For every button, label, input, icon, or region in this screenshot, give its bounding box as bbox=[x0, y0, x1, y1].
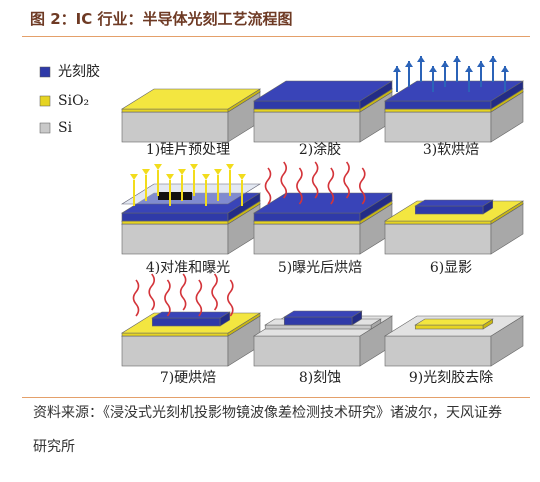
source: 资料来源：《浸没式光刻机投影物镜波像差检测技术研究》诸波尔，天风证券研究所 bbox=[33, 405, 502, 455]
legend-label: Si bbox=[58, 120, 73, 136]
title: 图 2：IC 行业：半导体光刻工艺流程图 bbox=[30, 10, 293, 28]
layer-top bbox=[120, 88, 262, 110]
layer-top bbox=[252, 80, 394, 102]
diagram: 光刻胶 SiO₂ Si 1)硅片预处理 2)涂胶 3)软烘焙 4)对准和曝光 5)曝光后烘焙 6… bbox=[39, 56, 525, 386]
arrow-head bbox=[405, 61, 413, 67]
layer-front bbox=[151, 317, 221, 327]
step-label: 7)硬烘焙 bbox=[160, 370, 216, 386]
layer-front bbox=[384, 223, 492, 255]
step-label: 9)光刻胶去除 bbox=[409, 369, 493, 386]
layer-front bbox=[264, 324, 372, 330]
mask-opaque bbox=[158, 192, 192, 200]
layer-front bbox=[253, 108, 361, 113]
arrow-head bbox=[202, 174, 210, 180]
layer-front bbox=[414, 324, 484, 330]
layer-front bbox=[121, 111, 229, 143]
arrow-head bbox=[441, 61, 449, 67]
arrow-head bbox=[393, 66, 401, 72]
legend-swatch bbox=[39, 95, 51, 107]
arrow-head bbox=[501, 66, 509, 72]
layer-front bbox=[121, 220, 229, 225]
step-label: 4)对准和曝光 bbox=[146, 260, 230, 276]
step-label: 3)软烘焙 bbox=[423, 142, 479, 158]
layer-front bbox=[253, 212, 361, 222]
arrow-head bbox=[130, 174, 138, 180]
heat-wave bbox=[327, 167, 335, 205]
heat-wave bbox=[148, 273, 156, 311]
step-label: 5)曝光后烘焙 bbox=[278, 260, 362, 276]
heat-wave bbox=[280, 161, 288, 199]
heat-wave bbox=[296, 167, 303, 205]
layer-front bbox=[121, 108, 229, 113]
arrow-head bbox=[214, 169, 222, 175]
layer-top bbox=[283, 310, 363, 318]
legend-swatch bbox=[39, 122, 51, 134]
arrow-head bbox=[489, 56, 497, 62]
layer-front bbox=[121, 223, 229, 255]
heat-wave bbox=[211, 273, 218, 311]
layer-front bbox=[253, 335, 361, 367]
arrow-head bbox=[154, 164, 162, 170]
layer-front bbox=[414, 205, 484, 215]
arrow-head bbox=[465, 66, 473, 72]
legend-label: 光刻胶 bbox=[58, 63, 100, 80]
heat-wave bbox=[343, 161, 350, 199]
layer-top bbox=[252, 192, 394, 214]
layer-front bbox=[121, 212, 229, 222]
arrow-head bbox=[238, 174, 246, 180]
step-label: 6)显影 bbox=[430, 260, 472, 276]
heat-wave bbox=[179, 273, 187, 311]
layer-front bbox=[253, 220, 361, 225]
layer-front bbox=[121, 332, 229, 337]
layer-front bbox=[253, 100, 361, 110]
layer-front bbox=[384, 108, 492, 113]
layer-front bbox=[121, 335, 229, 367]
layer-front bbox=[384, 100, 492, 110]
layer-front bbox=[384, 111, 492, 143]
layer-top bbox=[414, 199, 494, 207]
layer-top bbox=[151, 311, 231, 319]
layer-front bbox=[384, 220, 492, 225]
heat-wave bbox=[226, 279, 234, 317]
heat-wave bbox=[264, 167, 272, 205]
arrow-head bbox=[178, 169, 186, 175]
arrow-head bbox=[142, 169, 150, 175]
title-rule bbox=[22, 36, 530, 37]
layer-front bbox=[253, 111, 361, 143]
source-rule bbox=[22, 397, 530, 398]
heat-wave bbox=[132, 279, 140, 317]
heat-wave bbox=[311, 161, 319, 199]
heat-wave bbox=[195, 279, 203, 317]
layer-front bbox=[384, 335, 492, 367]
arrow-head bbox=[429, 66, 437, 72]
layer-front bbox=[253, 223, 361, 255]
layer-top bbox=[383, 80, 525, 102]
arrow-head bbox=[417, 56, 425, 62]
arrow-head bbox=[226, 164, 234, 170]
layer-top bbox=[414, 318, 494, 326]
arrow-head bbox=[453, 56, 461, 62]
legend-swatch bbox=[39, 66, 51, 78]
heat-wave bbox=[358, 167, 366, 205]
heat-wave bbox=[164, 279, 171, 317]
arrow-head bbox=[166, 174, 174, 180]
arrow-head bbox=[477, 61, 485, 67]
layer-front bbox=[283, 316, 353, 326]
arrow-head bbox=[190, 164, 198, 170]
step-label: 1)硅片预处理 bbox=[146, 142, 230, 158]
legend-label: SiO₂ bbox=[58, 93, 89, 109]
step-label: 2)涂胶 bbox=[299, 141, 341, 158]
step-label: 8)刻蚀 bbox=[299, 370, 341, 386]
